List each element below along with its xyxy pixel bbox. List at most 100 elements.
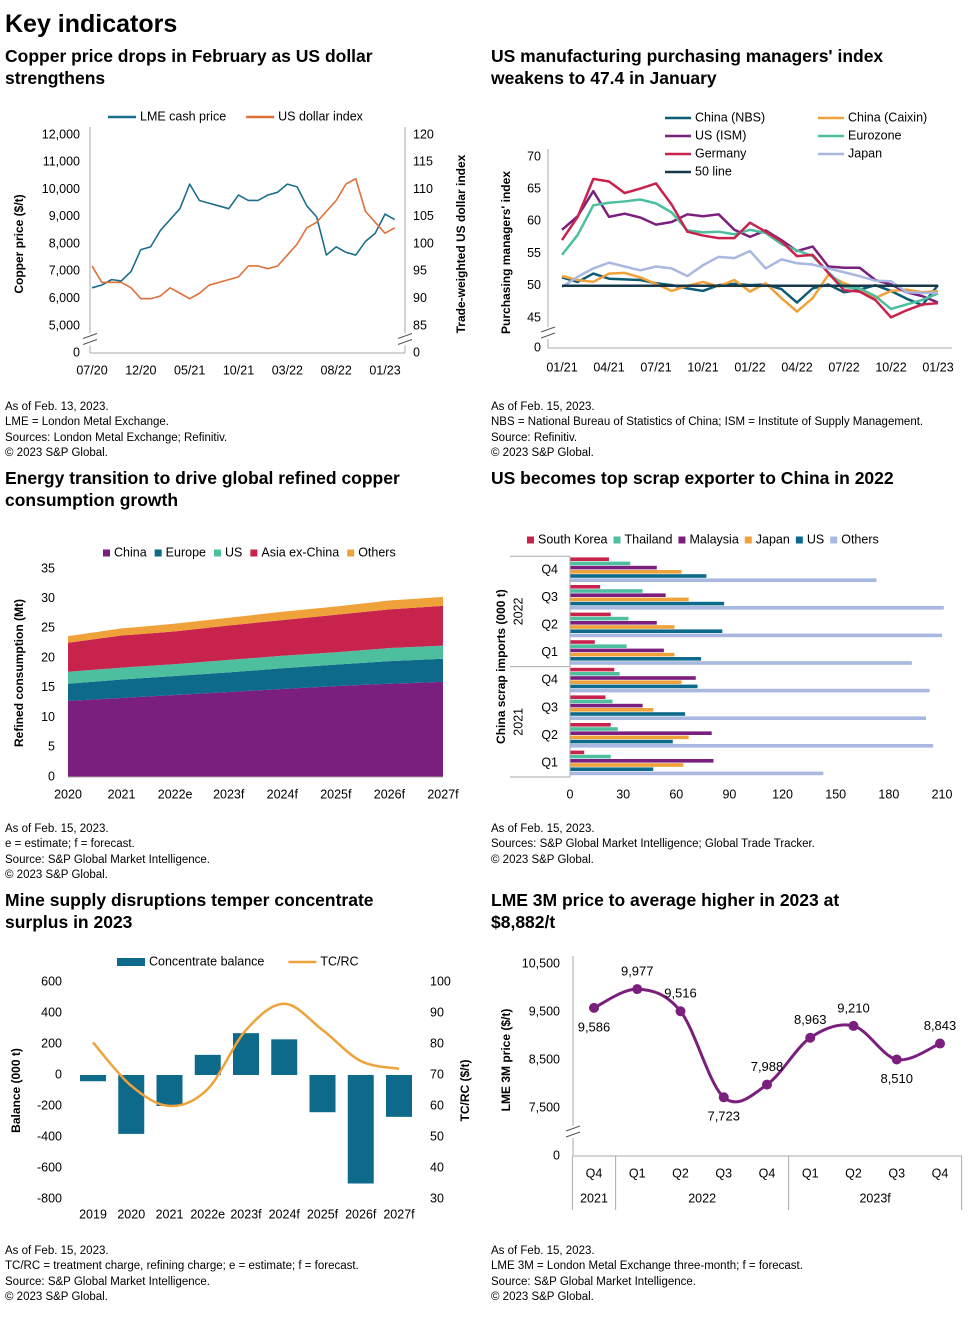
bar: [570, 763, 684, 767]
bar: [194, 1054, 221, 1075]
note: © 2023 S&P Global.: [5, 1290, 108, 1303]
data-line: [92, 1002, 400, 1108]
note: As of Feb. 15, 2023.: [5, 823, 109, 835]
y-tick-label: 7,000: [49, 264, 80, 278]
legend-swatch: [154, 549, 162, 557]
area: [68, 645, 443, 684]
legend-label: China (Caixin): [848, 110, 927, 124]
x-tick-label: 2026f: [345, 1207, 377, 1221]
axis-break: [565, 1125, 581, 1132]
legend-swatch: [250, 549, 258, 557]
bar: [570, 606, 944, 610]
y-tick-label: 0: [55, 1067, 62, 1081]
x-tick-label: 2024f: [267, 787, 299, 801]
legend-swatch: [795, 536, 803, 544]
y-tick-label: -800: [37, 1191, 62, 1205]
x-tick-label: Q4: [932, 1166, 949, 1180]
y-tick-label: 0: [413, 345, 420, 359]
bar: [570, 759, 714, 763]
legend-label: Europe: [166, 545, 206, 559]
y-tick-label: 100: [413, 236, 434, 250]
x-tick-label: 180: [878, 787, 899, 801]
chart-title-line: US becomes top scrap exporter to China i…: [491, 468, 894, 488]
y-tick-label: 110: [413, 182, 433, 196]
chart-title-line: weakens to 47.4 in January: [491, 68, 717, 88]
legend-swatch: [347, 549, 355, 557]
axis-break: [397, 333, 413, 339]
legend-label: TC/RC: [320, 954, 358, 968]
x-tick-label: 2021: [156, 1207, 184, 1221]
bar: [570, 750, 585, 755]
bar: [570, 612, 611, 617]
note: Sources: S&P Global Market Intelligence;…: [491, 838, 815, 851]
data-point: [589, 1002, 599, 1013]
bar: [570, 616, 629, 621]
chart-panel: US becomes top scrap exporter to China i…: [486, 467, 971, 887]
y-tick-label: 100: [430, 974, 451, 988]
y-tick-label: 65: [527, 181, 541, 195]
data-point: [762, 1079, 772, 1090]
bar: [570, 716, 927, 720]
x-tick-label: 2021: [108, 787, 136, 801]
y-tick-label: 0: [534, 340, 541, 354]
y-tick-label: 600: [41, 974, 62, 988]
chart-panel: Energy transition to drive global refine…: [0, 467, 485, 887]
group-label: 2021: [580, 1191, 608, 1205]
axis-title: TC/RC ($/t): [458, 1060, 472, 1122]
legend-swatch: [678, 536, 686, 544]
note: © 2023 S&P Global.: [491, 446, 594, 459]
chart: 0 5 10 15 20 25 30 35 2020 2021 2022e 2023f 2024f 202…: [12, 545, 459, 801]
bar: [570, 712, 686, 716]
y-tick-label: 7,500: [529, 1100, 560, 1114]
bar: [570, 771, 824, 776]
y-tick-label: 5: [48, 740, 55, 754]
y-tick-label: 50: [527, 278, 541, 292]
x-tick-label: 210: [932, 787, 953, 801]
x-tick-label: Q4: [586, 1166, 603, 1180]
chart-title-line: US manufacturing purchasing managers' in…: [491, 46, 884, 66]
bar: [347, 1075, 374, 1184]
y-tick-label: 10: [41, 710, 55, 724]
group-label: 2021: [511, 708, 525, 736]
x-tick-label: 12/20: [125, 363, 156, 377]
x-tick-label: 2022e: [190, 1207, 225, 1221]
x-tick-label: 07/20: [76, 363, 107, 377]
chart: 0 45 50 55 60 65 70 01/21 04/21 07/21 10/21 01/22 04…: [499, 110, 954, 374]
axis-break-mask: [398, 333, 412, 346]
y-tick-label: 0: [73, 345, 80, 359]
y-tick-label: 80: [430, 1036, 444, 1050]
note: Source: Refinitiv.: [491, 431, 578, 444]
x-tick-label: 2025f: [307, 1207, 339, 1221]
note: As of Feb. 13, 2023.: [5, 401, 109, 413]
bar: [570, 648, 664, 653]
chart-panel: US manufacturing purchasing managers' in…: [486, 45, 971, 465]
legend-label: 50 line: [695, 164, 732, 178]
y-tick-label: 12,000: [42, 127, 80, 141]
x-tick-label: 60: [669, 787, 683, 801]
x-tick-label: 2020: [117, 1207, 145, 1221]
y-tick-label: 8,000: [49, 236, 80, 250]
x-tick-label: 90: [722, 787, 736, 801]
legend-label: Malaysia: [689, 532, 738, 546]
note: NBS = National Bureau of Statistics of C…: [491, 416, 924, 429]
data-point: [632, 984, 643, 995]
axis-title: Purchasing managers' index: [499, 171, 513, 334]
x-tick-label: 01/22: [734, 360, 765, 374]
legend-label: US dollar index: [278, 109, 364, 123]
x-tick-label: Q2: [672, 1166, 689, 1180]
data-line: [561, 249, 938, 295]
data-point: [805, 1032, 816, 1043]
x-tick-label: 01/21: [546, 360, 577, 374]
note: Source: S&P Global Market Intelligence.: [491, 1275, 696, 1288]
y-tick-label: 6,000: [49, 291, 80, 305]
y-tick-label: Q4: [541, 562, 558, 576]
chart-panel: Mine supply disruptions temper concentra…: [0, 889, 485, 1309]
note: TC/RC = treatment charge, refining charg…: [5, 1260, 359, 1273]
bar: [233, 1033, 259, 1075]
y-tick-label: 60: [430, 1098, 444, 1112]
legend-label: Thailand: [625, 532, 673, 546]
chart-notes: As of Feb. 15, 2023. e = estimate; f = fo…: [5, 822, 210, 883]
data-line: [561, 198, 939, 311]
bar: [570, 561, 631, 566]
